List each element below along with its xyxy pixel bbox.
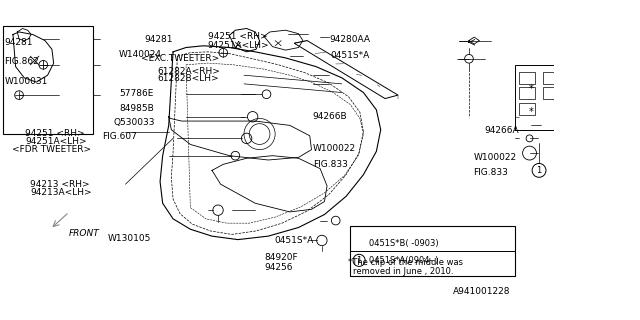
Text: FRONT: FRONT bbox=[69, 229, 100, 238]
Text: 94251A<LH>: 94251A<LH> bbox=[207, 41, 269, 50]
Text: 94281: 94281 bbox=[144, 35, 172, 44]
Text: W100022: W100022 bbox=[313, 144, 356, 153]
Text: <FDR TWEETER>: <FDR TWEETER> bbox=[12, 145, 92, 154]
Text: 94251A<LH>: 94251A<LH> bbox=[25, 137, 86, 146]
Bar bbox=[3, 26, 93, 134]
Text: FIG.833: FIG.833 bbox=[313, 160, 348, 169]
Bar bbox=[515, 65, 565, 130]
Text: 94256: 94256 bbox=[265, 263, 293, 272]
Text: 94281: 94281 bbox=[4, 38, 33, 47]
Text: FIG.607: FIG.607 bbox=[102, 132, 138, 141]
Text: 94251 <RH>: 94251 <RH> bbox=[25, 129, 84, 138]
Text: removed in June , 2010.: removed in June , 2010. bbox=[353, 267, 454, 276]
Text: W130105: W130105 bbox=[108, 235, 151, 244]
Polygon shape bbox=[294, 41, 398, 99]
Text: 84985B: 84985B bbox=[119, 104, 154, 113]
Text: W100022: W100022 bbox=[474, 153, 516, 162]
Text: Q530033: Q530033 bbox=[113, 118, 155, 127]
Text: 1: 1 bbox=[356, 256, 362, 265]
Text: 61282A<RH>: 61282A<RH> bbox=[158, 67, 221, 76]
Text: 1: 1 bbox=[536, 166, 541, 175]
Text: FIG.833: FIG.833 bbox=[474, 168, 508, 177]
Text: *: * bbox=[529, 108, 534, 117]
Text: A941001228: A941001228 bbox=[453, 287, 511, 296]
Text: FIG.862: FIG.862 bbox=[4, 57, 39, 66]
Text: 94213A<LH>: 94213A<LH> bbox=[31, 188, 92, 197]
Text: 94266B: 94266B bbox=[313, 112, 348, 121]
Text: W100031: W100031 bbox=[4, 76, 48, 85]
Text: 57786E: 57786E bbox=[119, 89, 154, 98]
Bar bbox=[519, 87, 534, 100]
Bar bbox=[519, 72, 534, 84]
Bar bbox=[543, 72, 559, 84]
Bar bbox=[519, 103, 534, 115]
Text: 0451S*A: 0451S*A bbox=[274, 236, 314, 245]
Text: 0451S*A(0904- ): 0451S*A(0904- ) bbox=[369, 256, 439, 265]
Text: 94251 <RH>: 94251 <RH> bbox=[207, 32, 268, 41]
Text: W140024: W140024 bbox=[119, 50, 162, 59]
Text: *: * bbox=[529, 84, 534, 94]
Bar bbox=[636, 65, 640, 130]
Text: 0451S*B( -0903): 0451S*B( -0903) bbox=[369, 239, 439, 248]
Text: *The clip of the middle was: *The clip of the middle was bbox=[348, 259, 463, 268]
Text: 94266A: 94266A bbox=[484, 125, 519, 135]
Text: 0451S*A: 0451S*A bbox=[331, 51, 370, 60]
Bar bbox=[351, 226, 515, 276]
Bar bbox=[543, 87, 559, 100]
Text: 84920F: 84920F bbox=[265, 253, 298, 262]
Text: 61282B<LH>: 61282B<LH> bbox=[158, 74, 220, 84]
Text: 94213 <RH>: 94213 <RH> bbox=[31, 180, 90, 189]
Text: <EXC.TWEETER>: <EXC.TWEETER> bbox=[141, 54, 220, 63]
Text: 94280AA: 94280AA bbox=[330, 35, 371, 44]
